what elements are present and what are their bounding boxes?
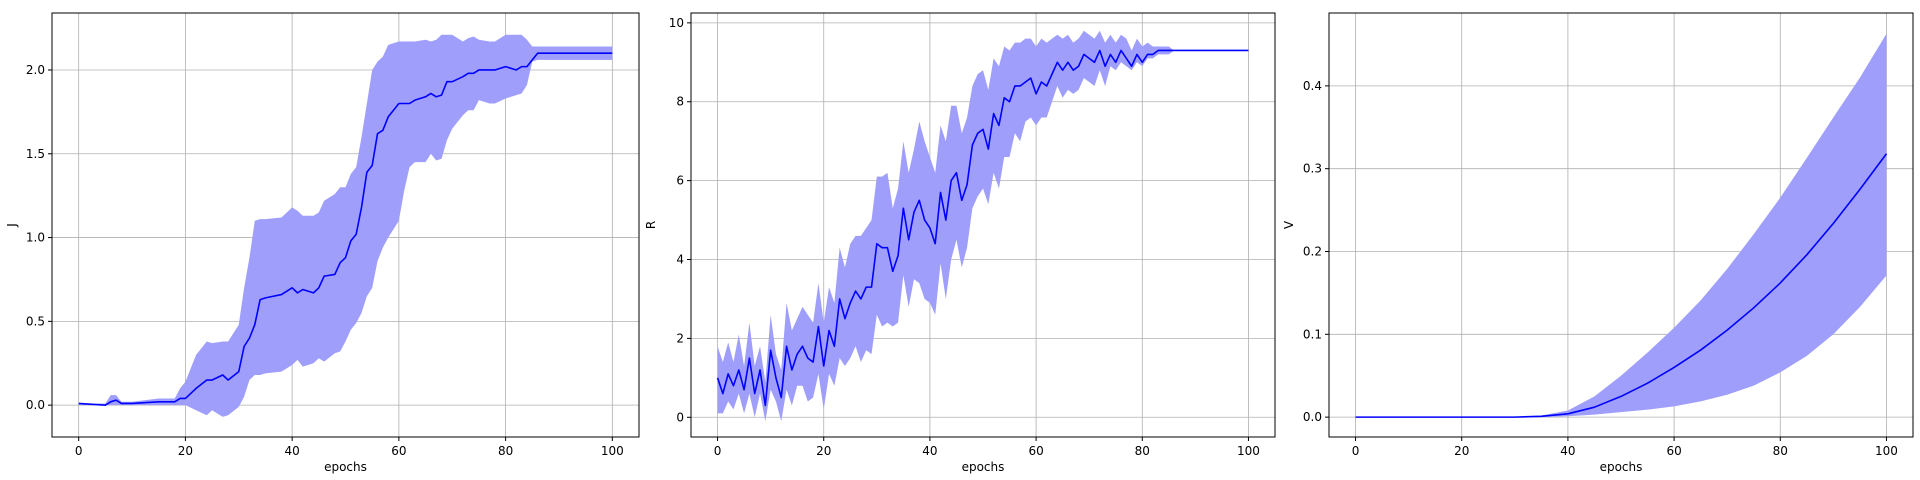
confidence-band-0 xyxy=(717,30,1249,422)
subplot-0: 0 20 40 60 80 100 0.0 0.5 1.0 1.5 2.0 epochs J xyxy=(5,12,640,474)
x-tick-label: 40 xyxy=(284,444,299,458)
y-tick-label: 10 xyxy=(669,16,684,30)
y-tick-label: 0 xyxy=(676,410,684,424)
x-tick-label: 80 xyxy=(498,444,513,458)
confidence-band-0 xyxy=(1355,33,1887,418)
y-tick-label: 0.0 xyxy=(1303,410,1322,424)
y-tick-label: 1.0 xyxy=(26,231,45,245)
y-tick-label: 0.0 xyxy=(26,398,45,412)
y-tick-label: 0.3 xyxy=(1303,162,1322,176)
x-tick-label: 100 xyxy=(1875,444,1898,458)
y-tick-label: 8 xyxy=(676,95,684,109)
subplot-2: 0 20 40 60 80 100 0.0 0.1 0.2 0.3 0.4 epochs V xyxy=(1282,12,1914,474)
y-tick-label: 2 xyxy=(676,331,684,345)
x-tick-label: 40 xyxy=(1560,444,1575,458)
mean-line-0 xyxy=(1355,153,1888,418)
y-tick-label: 0.2 xyxy=(1303,245,1322,259)
x-tick-label: 0 xyxy=(714,444,722,458)
x-tick-label: 80 xyxy=(1135,444,1150,458)
x-tick-label: 60 xyxy=(1666,444,1681,458)
y-tick-label: 2.0 xyxy=(26,63,45,77)
subplot-1: 0 20 40 60 80 100 0 2 4 6 8 10 epochs R xyxy=(644,12,1276,474)
x-tick-label: 60 xyxy=(1028,444,1043,458)
x-tick-label: 0 xyxy=(1352,444,1360,458)
y-tick-label: 1.5 xyxy=(26,147,45,161)
y-tick-label: 4 xyxy=(676,253,684,267)
x-axis-label: epochs xyxy=(324,460,367,474)
x-tick-label: 20 xyxy=(178,444,193,458)
x-tick-label: 40 xyxy=(922,444,937,458)
x-tick-label: 0 xyxy=(75,444,83,458)
x-axis-label: epochs xyxy=(1600,460,1643,474)
x-tick-label: 100 xyxy=(1237,444,1260,458)
x-tick-label: 20 xyxy=(816,444,831,458)
x-axis-label: epochs xyxy=(962,460,1005,474)
x-tick-label: 80 xyxy=(1773,444,1788,458)
axes-frame xyxy=(690,12,1276,438)
y-axis-label: J xyxy=(5,223,19,228)
x-tick-label: 100 xyxy=(601,444,624,458)
axes-frame xyxy=(51,12,640,438)
y-tick-label: 0.4 xyxy=(1303,79,1322,93)
axes-frame xyxy=(1328,12,1914,438)
y-axis-label: V xyxy=(1282,220,1296,229)
confidence-band-0 xyxy=(78,34,613,417)
x-tick-label: 60 xyxy=(391,444,406,458)
y-tick-label: 0.5 xyxy=(26,314,45,328)
mean-line-0 xyxy=(78,52,613,406)
y-axis-label: R xyxy=(644,221,658,229)
mean-line-0 xyxy=(716,49,1249,407)
y-tick-label: 6 xyxy=(676,174,684,188)
x-tick-label: 20 xyxy=(1454,444,1469,458)
y-tick-label: 0.1 xyxy=(1303,327,1322,341)
